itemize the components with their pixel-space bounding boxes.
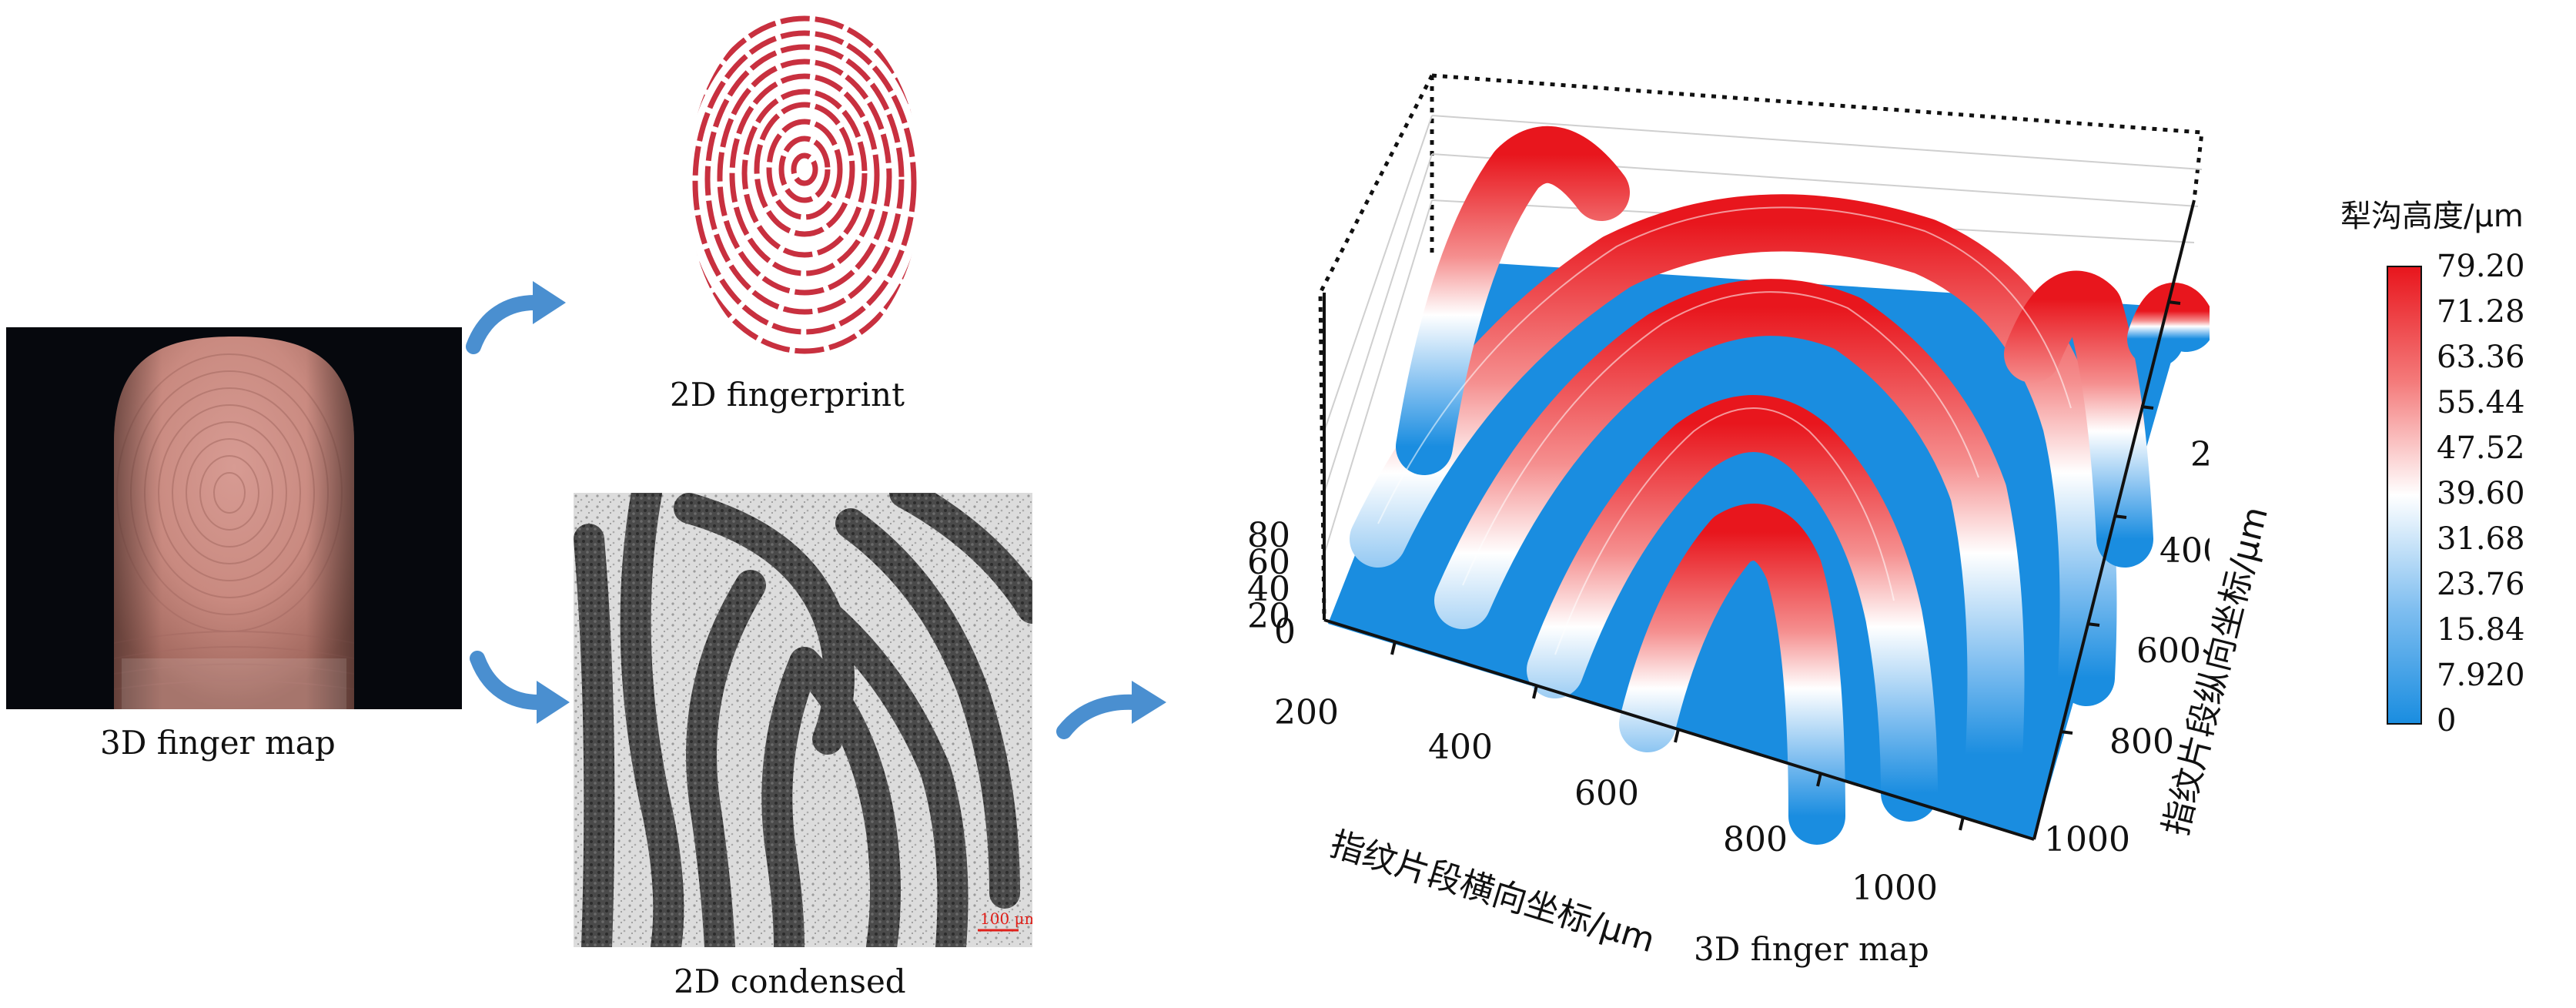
y-tick-800: 800 bbox=[2109, 722, 2174, 762]
y-tick-400: 400 bbox=[2159, 531, 2210, 571]
x-tick-400: 400 bbox=[1428, 728, 1493, 767]
z-tick-0: 0 bbox=[1274, 612, 1296, 651]
y-tick-600: 600 bbox=[2136, 631, 2201, 671]
y-tick-200: 200 bbox=[2190, 435, 2210, 474]
colorbar-tick-31.68: 31.68 bbox=[2437, 521, 2525, 557]
fingerprint-caption: 2D fingerprint bbox=[670, 376, 905, 414]
finger-photo-caption: 3D finger map bbox=[100, 724, 336, 762]
z-tick-40: 40 bbox=[1247, 570, 1290, 609]
finger-photo-image bbox=[114, 337, 354, 709]
x-tick-800: 800 bbox=[1723, 820, 1788, 859]
colorbar-tick-0: 0 bbox=[2437, 703, 2457, 738]
x-tick-1000: 1000 bbox=[1852, 869, 1938, 908]
surface-ridges bbox=[1350, 126, 2210, 845]
y-tick-1000: 1000 bbox=[2044, 820, 2130, 859]
arrow-to-fingerprint-icon bbox=[466, 281, 566, 354]
finger-photo bbox=[6, 327, 462, 709]
colorbar-tick-15.84: 15.84 bbox=[2437, 612, 2525, 648]
x-tick-600: 600 bbox=[1574, 774, 1639, 813]
colorbar-tick-23.76: 23.76 bbox=[2437, 567, 2525, 602]
surface-3d-chart: 0 20 40 60 80 200 400 600 800 1000 200 4… bbox=[1247, 73, 2210, 908]
colorbar-tick-55.44: 55.44 bbox=[2437, 385, 2525, 420]
scale-bar-label: 100 μm bbox=[980, 909, 1032, 928]
z-tick-20: 20 bbox=[1247, 597, 1290, 636]
colorbar-tick-7.920: 7.920 bbox=[2437, 658, 2525, 693]
z-tick-80: 80 bbox=[1247, 516, 1290, 555]
colorbar-tick-71.28: 71.28 bbox=[2437, 294, 2525, 330]
y-axis-ticks bbox=[2059, 300, 2181, 735]
condensed-image: 100 μm bbox=[574, 493, 1032, 947]
colorbar-title: 犁沟高度/μm bbox=[2340, 199, 2524, 234]
z-tick-60: 60 bbox=[1247, 543, 1290, 582]
colorbar-tick-39.60: 39.60 bbox=[2437, 476, 2525, 511]
colorbar bbox=[2387, 266, 2422, 725]
arrow-to-3d-map-icon bbox=[1056, 681, 1166, 739]
fingerprint-image bbox=[687, 9, 922, 360]
surface-3d-caption: 3D finger map bbox=[1694, 930, 1929, 968]
colorbar-tick-47.52: 47.52 bbox=[2437, 430, 2525, 466]
colorbar-tick-79.20: 79.20 bbox=[2437, 249, 2525, 284]
arrow-to-condensed-icon bbox=[470, 651, 570, 724]
x-axis-ticks bbox=[1390, 641, 1965, 831]
colorbar-tick-63.36: 63.36 bbox=[2437, 340, 2525, 375]
x-tick-200: 200 bbox=[1274, 693, 1339, 732]
condensed-caption: 2D condensed bbox=[674, 963, 906, 1000]
box-outline bbox=[1318, 73, 2204, 621]
